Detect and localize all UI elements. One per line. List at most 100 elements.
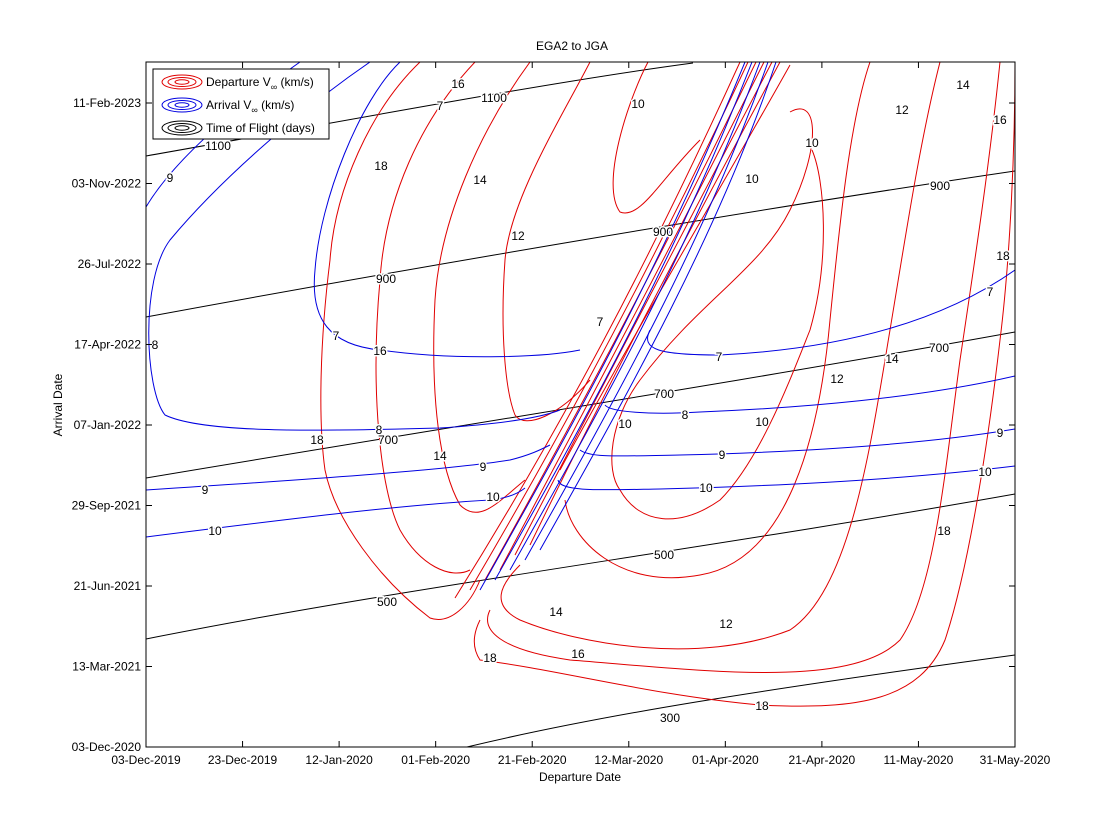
infinity-subscript: ∞ xyxy=(271,82,277,92)
arrival-contour-9b xyxy=(146,444,551,491)
departure-contour-18b xyxy=(473,62,1015,707)
contour-label: 700 xyxy=(654,387,674,401)
tof-contour-1100 xyxy=(146,62,694,157)
contour-label: 8 xyxy=(376,423,383,437)
arrival-contour-7b xyxy=(647,269,1015,356)
contour-label: 16 xyxy=(993,113,1007,127)
legend-label-tof: Time of Flight (days) xyxy=(206,121,315,135)
legend-label-departure-main: Departure V xyxy=(206,75,271,89)
tof-contour-500 xyxy=(146,493,1015,640)
legend-label-departure-unit: (km/s) xyxy=(277,75,314,89)
tof-contour-700 xyxy=(146,331,1015,479)
contour-label: 900 xyxy=(930,179,950,193)
departure-diagonal-2 xyxy=(469,62,749,591)
contour-label: 700 xyxy=(378,433,398,447)
contour-label: 10 xyxy=(805,136,819,150)
x-tick-label: 03-Dec-2019 xyxy=(111,753,181,767)
contour-label: 16 xyxy=(571,647,585,661)
arrival-contour-10b xyxy=(557,465,1015,491)
contour-label: 16 xyxy=(451,77,465,91)
contour-label: 900 xyxy=(376,272,396,286)
departure-contour-12b xyxy=(564,62,871,579)
departure-diagonal-7 xyxy=(559,64,791,471)
contour-label: 7 xyxy=(597,315,604,329)
x-tick-label: 21-Apr-2020 xyxy=(789,753,856,767)
contour-label: 9 xyxy=(480,460,487,474)
x-tick-label: 23-Dec-2019 xyxy=(208,753,278,767)
contour-label: 18 xyxy=(310,433,324,447)
contour-label: 7 xyxy=(333,329,340,343)
contour-label: 18 xyxy=(483,651,497,665)
departure-contour-12 xyxy=(502,62,591,422)
contour-lines xyxy=(146,62,1015,747)
infinity-subscript: ∞ xyxy=(251,105,257,115)
legend-box xyxy=(152,68,330,140)
arrival-contour-10 xyxy=(146,487,526,538)
y-tick-label: 26-Jul-2022 xyxy=(78,257,142,271)
departure-contour-10 xyxy=(612,62,701,214)
arrival-diagonal-5 xyxy=(539,62,777,551)
legend: Departure V∞ (km/s) Arrival V∞ (km/s) Ti… xyxy=(152,68,330,140)
arrival-contour-8 xyxy=(148,62,561,431)
plot-frame xyxy=(145,61,1016,748)
arrival-diagonal-4 xyxy=(524,62,769,561)
contour-label: 10 xyxy=(745,172,759,186)
contour-label: 14 xyxy=(473,173,487,187)
x-tick-label: 01-Apr-2020 xyxy=(692,753,759,767)
x-axis-label: Departure Date xyxy=(539,770,621,784)
y-axis: 03-Dec-2020 13-Mar-2021 21-Jun-2021 29-Sep-… xyxy=(72,96,1015,754)
arrival-diagonal-1 xyxy=(479,62,746,591)
contour-label: 18 xyxy=(755,699,769,713)
contour-label: 10 xyxy=(486,490,500,504)
x-tick-label: 11-May-2020 xyxy=(884,753,954,767)
x-tick-label: 12-Mar-2020 xyxy=(594,753,663,767)
y-tick-label: 17-Apr-2022 xyxy=(74,338,141,352)
arrival-contours xyxy=(146,62,1015,591)
legend-entry-tof: Time of Flight (days) xyxy=(161,120,315,136)
legend-swatch-arrival-icon xyxy=(161,97,203,113)
y-axis-label: Arrival Date xyxy=(51,373,65,436)
contour-label: 8 xyxy=(682,408,689,422)
contour-labels: 300 500 500 700 700 700 900 900 900 1100… xyxy=(150,76,1011,727)
contour-label: 12 xyxy=(511,229,525,243)
contour-label: 300 xyxy=(660,711,680,725)
contour-label: 9 xyxy=(997,426,1004,440)
legend-swatch-departure-icon xyxy=(161,74,203,90)
departure-diagonal-5 xyxy=(514,62,773,556)
x-tick-label: 21-Feb-2020 xyxy=(498,753,567,767)
arrival-contour-7 xyxy=(313,62,581,358)
contour-label: 12 xyxy=(895,103,909,117)
tof-contour-900 xyxy=(146,170,1015,318)
y-tick-label: 03-Nov-2022 xyxy=(72,177,142,191)
legend-label-arrival-main: Arrival V xyxy=(206,98,251,112)
contour-label: 14 xyxy=(885,352,899,366)
contour-label: 18 xyxy=(937,524,951,538)
departure-diagonal-6 xyxy=(529,62,781,546)
arrival-contour-9c xyxy=(579,428,1015,457)
contour-label: 500 xyxy=(377,595,397,609)
legend-label-arrival: Arrival V∞ (km/s) xyxy=(206,98,294,115)
contour-label: 10 xyxy=(978,465,992,479)
x-tick-label: 12-Jan-2020 xyxy=(305,753,373,767)
x-tick-label: 31-May-2020 xyxy=(980,753,1051,767)
contour-label: 8 xyxy=(152,338,159,352)
arrival-diagonal-3 xyxy=(509,62,761,571)
legend-entry-departure: Departure V∞ (km/s) xyxy=(161,74,314,92)
x-axis: 03-Dec-2019 23-Dec-2019 12-Jan-2020 01-Feb-… xyxy=(111,62,1051,767)
contour-label: 9 xyxy=(719,448,726,462)
contour-label: 10 xyxy=(208,524,222,538)
contour-label: 1100 xyxy=(205,139,231,153)
contour-label: 1100 xyxy=(481,91,507,105)
y-tick-label: 07-Jan-2022 xyxy=(74,418,142,432)
tof-contour-300 xyxy=(466,654,1015,747)
contour-label: 10 xyxy=(631,97,645,111)
contour-label: 10 xyxy=(618,417,632,431)
contour-label: 12 xyxy=(830,372,844,386)
contour-label: 18 xyxy=(374,159,388,173)
contour-label: 9 xyxy=(202,483,209,497)
departure-contour-16b xyxy=(487,62,1001,673)
contour-label: 500 xyxy=(654,548,674,562)
y-tick-label: 13-Mar-2021 xyxy=(72,660,141,674)
y-tick-label: 29-Sep-2021 xyxy=(72,499,142,513)
